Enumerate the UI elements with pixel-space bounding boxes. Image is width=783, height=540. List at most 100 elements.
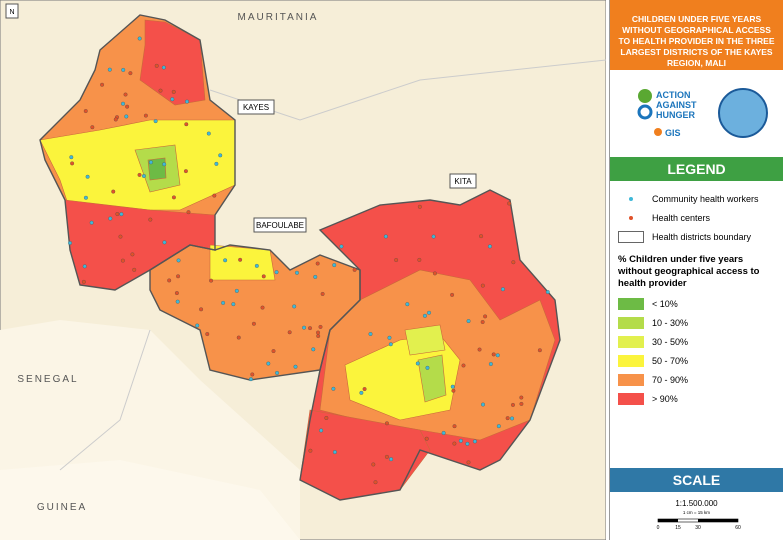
legend-icon [618, 215, 644, 220]
health-worker [441, 431, 446, 435]
health-worker [488, 362, 493, 366]
border [59, 329, 151, 471]
health-center [452, 441, 457, 446]
health-center [450, 292, 455, 297]
seal [718, 88, 768, 138]
health-worker [332, 450, 337, 455]
health-worker [124, 114, 129, 119]
health-center [251, 321, 256, 326]
logos: ACTION AGAINST HUNGER GIS [610, 70, 783, 154]
health-worker [69, 155, 74, 160]
health-center [205, 332, 210, 337]
health-center [537, 348, 542, 353]
health-worker [339, 244, 344, 249]
health-center [120, 258, 125, 263]
health-worker [153, 119, 158, 124]
health-center [176, 274, 181, 279]
legend-label: 30 - 50% [652, 336, 689, 347]
legend-row: 30 - 50% [610, 332, 783, 351]
gis-pin [654, 128, 662, 136]
health-worker [389, 457, 394, 462]
health-center [132, 267, 137, 272]
health-center [186, 210, 191, 215]
health-center [452, 424, 457, 429]
health-center [115, 212, 120, 217]
region [404, 324, 446, 356]
health-worker [141, 174, 146, 178]
health-center [123, 92, 128, 97]
health-center [100, 82, 105, 87]
legend-row: Health centers [610, 208, 783, 227]
north-label: N [9, 9, 14, 16]
health-center [316, 330, 320, 335]
map: MAURITANIA SENEGAL GUINEA KAYES BAFOULAB… [0, 0, 606, 540]
health-worker [458, 438, 463, 443]
health-center [511, 260, 516, 265]
health-center [505, 416, 510, 421]
logo-graphics: ACTION AGAINST HUNGER GIS [637, 88, 768, 138]
health-worker [248, 377, 253, 382]
legend-dot [629, 215, 633, 220]
scale-tick-label: 30 [695, 525, 701, 531]
health-center [250, 372, 255, 377]
health-center [130, 252, 135, 257]
health-worker [254, 263, 259, 268]
legend-icon [618, 196, 644, 201]
health-worker [121, 67, 126, 72]
health-center [315, 261, 320, 266]
country-label: SENEGAL [17, 374, 78, 385]
health-worker [293, 364, 298, 369]
legend-swatch [618, 373, 644, 386]
health-center [320, 291, 325, 296]
health-center [480, 320, 485, 324]
health-worker [495, 353, 500, 358]
health-center [519, 395, 524, 400]
health-worker [121, 101, 125, 106]
scale-tick-label: 0 [657, 525, 660, 531]
region [147, 157, 167, 181]
country-label: MAURITANIA [238, 12, 319, 23]
health-worker [425, 365, 430, 370]
region [139, 19, 206, 106]
health-worker [162, 162, 167, 167]
legend-row: 70 - 90% [610, 370, 783, 389]
health-worker [162, 240, 167, 245]
regions [39, 14, 561, 501]
health-worker [496, 424, 501, 429]
health-worker [332, 263, 337, 268]
legend-row: Health districts boundary [610, 227, 783, 246]
health-worker [472, 439, 477, 444]
panel-title: CHILDREN UNDER FIVE YEARS WITHOUT GEOGRA… [610, 0, 783, 70]
health-center [466, 460, 471, 465]
logo-text: HUNGER [656, 110, 696, 120]
health-center [417, 257, 422, 262]
health-worker [510, 416, 514, 421]
health-center [154, 63, 159, 68]
legend-label: < 10% [652, 298, 678, 309]
scale-rect [658, 519, 678, 522]
classes-title: % Children under five years without geog… [618, 254, 760, 289]
health-worker [161, 65, 166, 70]
health-worker [89, 220, 94, 225]
scale-tick-label: 15 [675, 525, 681, 531]
health-worker [119, 212, 124, 217]
legend-dot [629, 196, 633, 201]
legend-swatch [618, 297, 644, 310]
health-worker [85, 174, 90, 179]
health-center [432, 271, 437, 276]
district-boundary [299, 189, 561, 501]
health-worker [176, 258, 181, 263]
health-center [111, 189, 116, 194]
health-center [507, 201, 512, 206]
health-center [171, 89, 176, 94]
health-center [394, 258, 399, 262]
health-worker [427, 310, 431, 315]
health-worker [292, 304, 297, 309]
health-worker [218, 153, 223, 158]
health-center [174, 291, 179, 296]
scale-tick-label: 60 [735, 525, 741, 531]
health-center [199, 307, 204, 312]
health-worker [487, 244, 492, 249]
health-center [271, 349, 276, 354]
health-worker [422, 313, 427, 318]
